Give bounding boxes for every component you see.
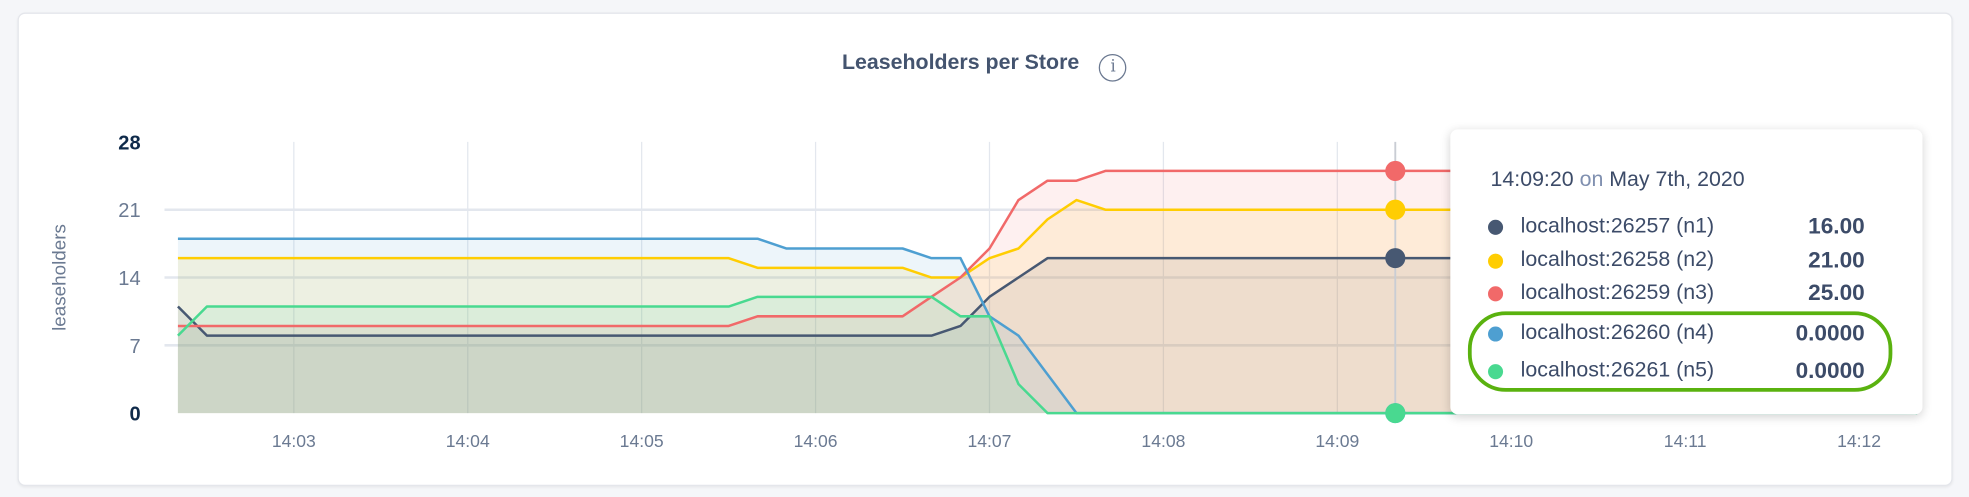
series-line-n1 <box>177 256 1918 337</box>
x-tick-label: 14:06 <box>794 431 838 451</box>
tooltip-series-value: 21.00 <box>1808 247 1865 273</box>
tooltip-on: on <box>1579 167 1604 191</box>
x-tick-label: 14:05 <box>620 431 664 451</box>
y-tick-label: 7 <box>129 336 140 358</box>
series-line-n4 <box>177 237 1918 415</box>
hover-point-n2 <box>1385 199 1406 220</box>
chart-header: Leaseholders per Store i <box>0 50 1969 82</box>
x-tick-label: 14:09 <box>1315 431 1359 451</box>
x-tick-label: 14:03 <box>272 431 316 451</box>
series-area-n4 <box>177 238 1918 414</box>
series-dot-icon <box>1488 253 1504 269</box>
series-line-n2 <box>177 198 1918 279</box>
tooltip-row: localhost:26258 (n2) 21.00 <box>1488 247 1865 280</box>
tooltip-date: 14:09:20 on May 7th, 2020 <box>1491 167 1745 192</box>
tooltip-row: localhost:26259 (n3) 25.00 <box>1488 280 1865 313</box>
tooltip-row: localhost:26260 (n4) 0.0000 <box>1488 320 1865 353</box>
y-tick-label: 21 <box>118 200 140 222</box>
series-line-n5 <box>177 295 1918 415</box>
x-tick-label: 14:10 <box>1489 431 1533 451</box>
series-lines <box>177 169 1918 415</box>
tooltip-series-value: 25.00 <box>1808 280 1865 306</box>
tooltip-series-name: localhost:26259 (n3) <box>1520 280 1715 304</box>
x-tick-label: 14:11 <box>1664 431 1707 451</box>
highlight-annotation <box>1467 311 1893 392</box>
x-tick-label: 14:08 <box>1141 431 1185 451</box>
tooltip-series-name: localhost:26261 (n5) <box>1520 357 1715 382</box>
tooltip-series-value: 0.0000 <box>1795 320 1865 346</box>
x-tick-label: 14:04 <box>446 431 490 451</box>
tooltip-series-value: 16.00 <box>1808 213 1865 239</box>
y-tick-label: 0 <box>129 404 140 426</box>
series-line-n3 <box>177 169 1918 328</box>
chart-title: Leaseholders per Store <box>841 50 1080 75</box>
tooltip-series-value: 0.0000 <box>1795 357 1865 383</box>
series-dot-icon <box>1488 219 1504 235</box>
hover-point-n1 <box>1385 248 1406 269</box>
x-tick-label: 14:12 <box>1837 431 1881 451</box>
tooltip: 14:09:20 on May 7th, 2020 localhost:2625… <box>1450 129 1923 415</box>
hover-layer <box>1385 141 1406 424</box>
tooltip-row: localhost:26261 (n5) 0.0000 <box>1488 358 1865 391</box>
hover-point-n3 <box>1385 160 1406 182</box>
hover-point-n5 <box>1385 403 1406 424</box>
tooltip-row: localhost:26257 (n1) 16.00 <box>1488 213 1865 246</box>
y-axis-label: leaseholders <box>48 224 69 331</box>
x-tick-label: 14:07 <box>968 431 1012 451</box>
tooltip-series-name: localhost:26258 (n2) <box>1520 247 1715 272</box>
tooltip-series-name: localhost:26257 (n1) <box>1520 213 1715 238</box>
tooltip-time: 14:09:20 <box>1490 167 1574 191</box>
tooltip-series-name: localhost:26260 (n4) <box>1520 320 1715 345</box>
y-tick-label: 14 <box>118 268 140 290</box>
tooltip-day: May 7th, 2020 <box>1609 167 1745 191</box>
y-tick-label: 28 <box>118 132 140 154</box>
series-dot-icon <box>1488 286 1504 302</box>
info-circle-icon[interactable]: i <box>1099 53 1127 82</box>
axes: 14:03 14:04 14:05 14:06 14:07 14:08 14:09 14:10… <box>48 132 1881 451</box>
